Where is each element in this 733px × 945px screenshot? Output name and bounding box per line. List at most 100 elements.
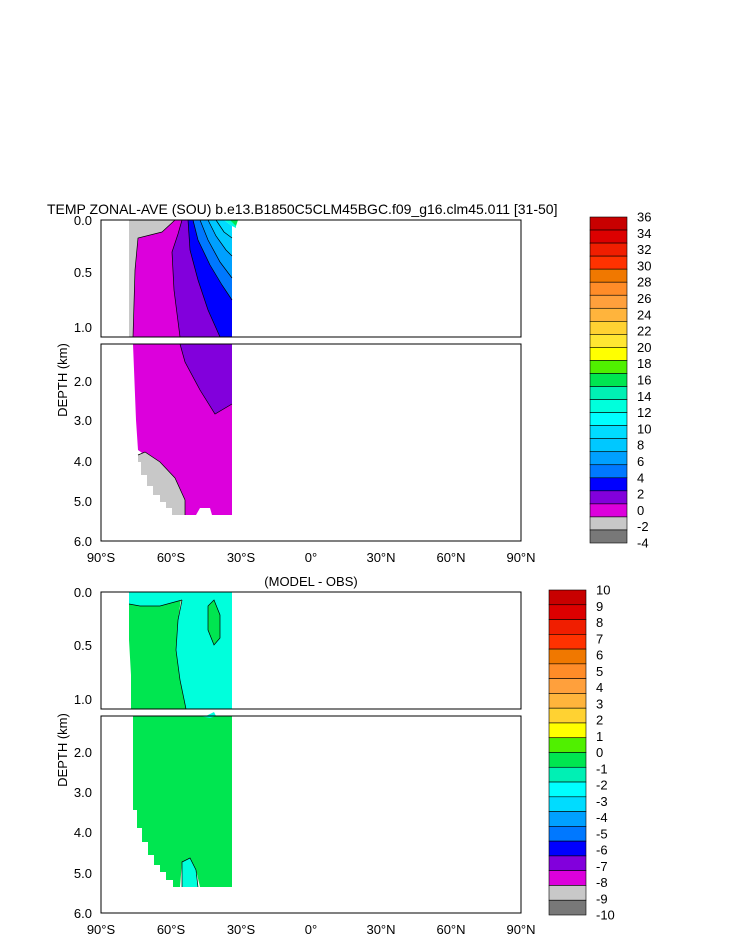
top-chart-title: TEMP ZONAL-AVE (SOU) b.e13.B1850C5CLM45B… xyxy=(47,201,557,217)
colorbar-swatch xyxy=(548,752,587,768)
colorbar-swatch xyxy=(548,634,587,650)
bottom-xtick-label: 30°S xyxy=(227,922,256,937)
top-lower-contours xyxy=(133,343,233,515)
colorbar-swatch xyxy=(589,360,628,374)
colorbar-swatch xyxy=(589,425,628,439)
colorbar-label: 10 xyxy=(596,583,610,598)
top-xtick-label: 30°N xyxy=(366,550,395,565)
colorbar-label: 26 xyxy=(637,291,651,306)
top-upper-cyan xyxy=(216,220,232,238)
colorbar-swatch xyxy=(589,321,628,335)
colorbar-label: 9 xyxy=(596,599,603,614)
top-ytick-label: 5.0 xyxy=(74,494,92,509)
bottom-ytick-label: 0.0 xyxy=(74,585,92,600)
bottom-ytick-label: 4.0 xyxy=(74,825,92,840)
bottom-y-axis-label: DEPTH (km) xyxy=(55,713,70,787)
colorbar-label: -4 xyxy=(637,536,649,551)
bottom-upper-contours xyxy=(128,592,232,710)
colorbar-label: 5 xyxy=(596,664,603,679)
colorbar-swatch xyxy=(548,707,587,724)
colorbar-swatch xyxy=(589,490,628,505)
colorbar-swatch xyxy=(548,619,587,635)
colorbar-swatch xyxy=(548,722,587,739)
bottom-xtick-label: 60°S xyxy=(157,922,186,937)
top-upper-gray xyxy=(129,220,175,337)
colorbar-label: 28 xyxy=(637,275,651,290)
bottom-ytick-label: 0.5 xyxy=(74,638,92,653)
colorbar-label: -7 xyxy=(596,859,608,874)
bottom-lower-contours xyxy=(133,712,232,888)
bottom-upper-contour-lines xyxy=(128,599,221,710)
colorbar-swatch xyxy=(589,464,628,479)
top-upper-magenta xyxy=(133,220,182,337)
colorbar-label: -6 xyxy=(596,843,608,858)
colorbar-label: -9 xyxy=(596,891,608,906)
colorbar-swatch xyxy=(548,885,587,901)
colorbar-label: 8 xyxy=(596,615,603,630)
colorbar-swatch xyxy=(548,870,587,886)
colorbar-swatch xyxy=(589,412,628,426)
bottom-ytick-label: 3.0 xyxy=(74,785,92,800)
top-upper-contours xyxy=(129,219,238,338)
colorbar-swatch xyxy=(589,373,628,387)
top-ytick-label: 6.0 xyxy=(74,534,92,549)
colorbar-swatch xyxy=(548,693,587,709)
bottom-lower-green xyxy=(133,716,232,887)
top-x-ticks: 90°S 60°S 30°S 0° 30°N 60°N 90°N xyxy=(87,550,536,565)
colorbar-label: -1 xyxy=(596,761,608,776)
colorbar-swatch xyxy=(589,516,628,531)
colorbar-swatch xyxy=(589,529,628,544)
top-lower-contour-lines xyxy=(137,343,233,515)
colorbar-swatch xyxy=(589,334,628,348)
top-xtick-label: 90°N xyxy=(506,550,535,565)
bottom-ytick-label: 1.0 xyxy=(74,692,92,707)
colorbar-swatch xyxy=(589,216,628,231)
colorbar-label: 18 xyxy=(637,356,651,371)
bottom-lower-frame xyxy=(100,715,522,914)
colorbar-label: 12 xyxy=(637,405,651,420)
colorbar-label: -10 xyxy=(596,908,615,923)
bottom-upper-aqua xyxy=(129,592,232,709)
colorbar-label: 1 xyxy=(596,729,603,744)
bottom-x-ticks: 90°S 60°S 30°S 0° 30°N 60°N 90°N xyxy=(87,922,536,937)
top-y-ticks: 0.0 0.5 1.0 2.0 3.0 4.0 5.0 6.0 xyxy=(74,213,92,549)
top-xtick-label: 30°S xyxy=(227,550,256,565)
bottom-xtick-label: 60°N xyxy=(436,922,465,937)
colorbar-label: 14 xyxy=(637,389,651,404)
colorbar-swatch xyxy=(548,766,587,783)
bottom-xtick-label: 90°S xyxy=(87,922,116,937)
top-xtick-label: 0° xyxy=(305,550,317,565)
colorbar-label: 7 xyxy=(596,631,603,646)
top-ytick-label: 0.0 xyxy=(74,213,92,228)
colorbar-swatch xyxy=(589,347,628,361)
bottom-upper-green-blob xyxy=(208,600,220,645)
top-ytick-label: 4.0 xyxy=(74,454,92,469)
bottom-ytick-label: 5.0 xyxy=(74,866,92,881)
colorbar-label: 30 xyxy=(637,258,651,273)
colorbar-swatch xyxy=(548,840,587,857)
colorbar-label: 2 xyxy=(596,713,603,728)
colorbar-swatch xyxy=(589,307,628,322)
colorbar-label: 24 xyxy=(637,307,651,322)
colorbar-swatch xyxy=(589,503,628,518)
colorbar-label: 36 xyxy=(637,210,651,225)
colorbar-label: 4 xyxy=(637,470,644,485)
top-lower-purple xyxy=(180,344,232,414)
colorbar-label: 6 xyxy=(596,648,603,663)
colorbar-swatch xyxy=(548,796,587,812)
bottom-chart-title: (MODEL - OBS) xyxy=(264,574,357,589)
top-ytick-label: 3.0 xyxy=(74,413,92,428)
colorbar-swatch xyxy=(589,399,628,413)
colorbar-swatch xyxy=(548,781,587,798)
colorbar-label: 32 xyxy=(637,242,651,257)
colorbar-swatch xyxy=(589,477,628,492)
top-upper-frame xyxy=(100,219,522,338)
colorbar-label: 22 xyxy=(637,324,651,339)
top-upper-blue xyxy=(188,220,232,337)
top-ytick-label: 0.5 xyxy=(74,265,92,280)
colorbar-swatch xyxy=(548,855,587,871)
top-y-axis-label: DEPTH (km) xyxy=(55,343,70,417)
colorbar-swatch xyxy=(589,438,628,453)
